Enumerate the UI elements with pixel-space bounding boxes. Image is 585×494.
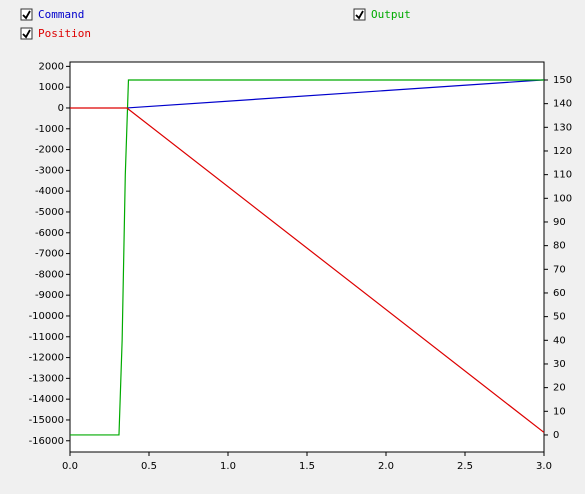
- y-tick-label: 0: [58, 103, 64, 114]
- y2-tick-label: 100: [553, 193, 572, 204]
- y-tick-label: -8000: [35, 269, 64, 280]
- checkbox[interactable]: [20, 8, 33, 21]
- checkbox[interactable]: [353, 8, 366, 21]
- y-tick-label: 2000: [39, 61, 64, 72]
- legend-label: Output: [371, 8, 411, 21]
- y2-tick-label: 140: [553, 99, 572, 110]
- y2-tick-label: 150: [553, 75, 572, 86]
- x-tick-label: 1.0: [220, 461, 236, 472]
- legend-item[interactable]: Output: [353, 8, 411, 21]
- checkbox[interactable]: [20, 27, 33, 40]
- series-line: [70, 107, 545, 433]
- series-line: [70, 79, 544, 436]
- y-tick-label: -13000: [29, 373, 64, 384]
- legend: Command Output Position: [20, 8, 411, 40]
- checkmark: [22, 10, 31, 20]
- y-tick-label: -7000: [35, 249, 64, 260]
- x-tick-label: 3.0: [536, 461, 552, 472]
- y-tick-label: -4000: [35, 186, 64, 197]
- y-tick-label: -11000: [29, 332, 64, 343]
- y-tick-label: -14000: [29, 394, 64, 405]
- y2-tick-label: 20: [553, 383, 566, 394]
- y-tick-label: -15000: [29, 415, 64, 426]
- y2-tick-label: 10: [553, 406, 566, 417]
- series-line: [126, 79, 545, 109]
- y2-tick-label: 60: [553, 288, 566, 299]
- checkmark: [355, 10, 364, 20]
- checkmark: [22, 29, 31, 39]
- x-tick-label: 0.5: [141, 461, 157, 472]
- y-tick-label: -9000: [35, 290, 64, 301]
- y2-tick-label: 30: [553, 359, 566, 370]
- y-tick-label: -2000: [35, 145, 64, 156]
- y2-tick-label: 70: [553, 264, 566, 275]
- x-tick-label: 0.0: [62, 461, 78, 472]
- x-tick-label: 2.0: [378, 461, 394, 472]
- y-tick-label: -1000: [35, 124, 64, 135]
- legend-item[interactable]: Position: [20, 27, 91, 40]
- x-tick-label: 2.5: [457, 461, 473, 472]
- y-tick-label: -5000: [35, 207, 64, 218]
- y-tick-label: -12000: [29, 353, 64, 364]
- y-tick-label: -10000: [29, 311, 64, 322]
- x-tick-label: 1.5: [299, 461, 315, 472]
- y2-tick-label: 50: [553, 312, 566, 323]
- legend-label: Command: [38, 8, 84, 21]
- legend-item[interactable]: Command: [20, 8, 84, 21]
- y2-tick-label: 40: [553, 335, 566, 346]
- y2-tick-label: 90: [553, 217, 566, 228]
- y2-tick-label: 110: [553, 170, 572, 181]
- y-tick-label: 1000: [39, 82, 64, 93]
- y-tick-label: -16000: [29, 436, 64, 447]
- y2-tick-label: 130: [553, 122, 572, 133]
- y2-tick-label: 80: [553, 241, 566, 252]
- y2-tick-label: 120: [553, 146, 572, 157]
- plot-area: [69, 61, 545, 453]
- y2-tick-label: 0: [553, 430, 559, 441]
- legend-label: Position: [38, 27, 91, 40]
- y-tick-label: -6000: [35, 228, 64, 239]
- y-tick-label: -3000: [35, 165, 64, 176]
